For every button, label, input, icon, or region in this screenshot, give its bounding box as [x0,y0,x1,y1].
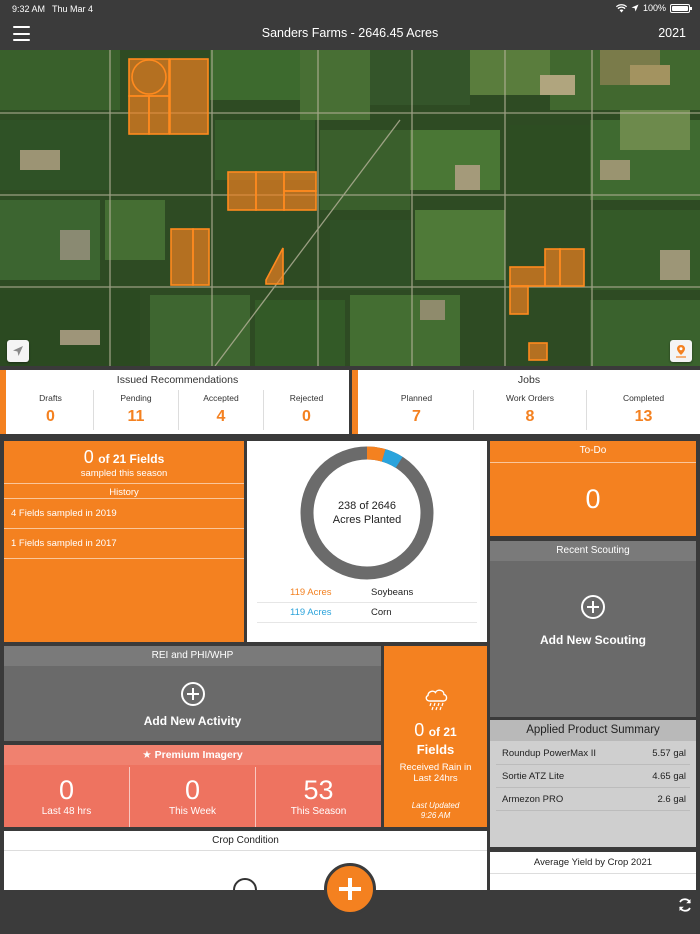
imagery-title: Premium Imagery [154,749,243,761]
applied-row[interactable]: Roundup PowerMax II 5.57 gal [496,742,690,765]
rec-drafts[interactable]: Drafts 0 [39,393,62,425]
crop-condition-title: Crop Condition [4,831,487,851]
average-yield-card[interactable]: Average Yield by Crop 2021 [490,852,696,890]
recommendations-title: Issued Recommendations [116,374,239,386]
todo-count: 0 [585,484,601,514]
imagery-header: ★ Premium Imagery [4,745,381,765]
map-pin-icon [676,345,686,358]
title-bar: Sanders Farms - 2646.45 Acres 2021 [0,18,700,50]
status-bar: 9:32 AM Thu Mar 4 100% [0,0,700,18]
add-circle-icon [180,682,205,706]
status-time: 9:32 AM [12,4,46,14]
crop-condition-card[interactable]: Crop Condition [4,831,487,890]
map-pivot-circle [131,59,167,95]
scouting-card[interactable]: Recent Scouting Add New Scouting [490,541,696,717]
sampling-count: 0 [83,447,94,467]
legend-soybeans-crop: Soybeans [371,587,414,598]
map-fields-highlighted [128,58,585,361]
legend-corn-crop: Corn [371,607,392,618]
rain-updated-time: 9:26 AM [420,811,451,820]
add-fab-button[interactable] [324,863,376,915]
scouting-title: Recent Scouting [490,541,696,561]
legend-corn-acres: 119 Acres [290,607,332,618]
add-activity-label: Add New Activity [143,714,242,728]
season-year-selector[interactable]: 2021 [658,26,686,40]
map-roads [0,50,700,366]
jobs-title: Jobs [517,374,541,386]
jobs-panel[interactable]: Jobs Planned 7 Work Orders 8 Completed 1… [352,370,700,434]
yield-title: Average Yield by Crop 2021 [490,852,696,874]
jobs-completed[interactable]: Completed 13 [586,390,700,430]
rain-updated-label: Last Updated [411,801,460,810]
applied-row[interactable]: Armezon PRO 2.6 gal [496,788,690,811]
location-arrow-icon [631,4,639,12]
add-circle-icon [581,595,605,619]
rec-accepted[interactable]: Accepted 4 [178,390,263,430]
imagery-last-48[interactable]: 0 Last 48 hrs [41,775,92,817]
rec-pending[interactable]: Pending 11 [93,390,178,430]
map-field-patches [0,50,700,366]
menu-icon[interactable] [13,26,30,41]
battery-icon [670,3,692,13]
applied-row[interactable]: Sortie ATZ Lite 4.65 gal [496,765,690,788]
page-title: Sanders Farms - 2646.45 Acres [261,26,439,40]
rain-card[interactable]: 0 of 21 Fields Received Rain in Last 24h… [384,646,487,827]
applied-title: Applied Product Summary [490,720,696,741]
sampling-subtitle: sampled this season [80,468,168,479]
status-indicators: 100% [615,3,692,13]
todo-card[interactable]: To-Do 0 [490,441,696,536]
rain-fields-label: Fields [416,742,455,757]
add-activity-button[interactable]: Add New Activity [4,682,381,728]
add-scouting-button[interactable]: Add New Scouting [490,595,696,647]
legend-row-soybeans: 119 Acres Soybeans [257,583,477,603]
donut-center-line1: 238 of 2646 [337,500,397,512]
history-item[interactable]: 1 Fields sampled in 2017 [11,538,117,549]
refresh-icon[interactable] [677,897,693,913]
add-circle-icon[interactable] [233,878,257,890]
location-arrow-icon [13,346,23,356]
rei-title: REI and PHI/WHP [4,646,381,666]
satellite-map [0,50,700,366]
recommendations-panel[interactable]: Issued Recommendations Drafts 0 Pending … [0,370,349,434]
planting-donut-chart [300,446,434,580]
legend-row-corn: 119 Acres Corn [257,603,477,623]
donut-corn-segment [300,446,434,580]
jobs-planned[interactable]: Planned 7 [400,393,433,425]
jobs-work-orders[interactable]: Work Orders 8 [473,390,586,430]
rei-card[interactable]: REI and PHI/WHP Add New Activity [4,646,381,741]
rain-of-label: of 21 [428,725,457,739]
map-layers-button[interactable] [670,340,692,362]
donut-soybeans-segment [300,446,434,580]
rain-desc-line2: Last 24hrs [413,773,458,784]
history-item[interactable]: 4 Fields sampled in 2019 [11,508,117,519]
todo-title: To-Do [579,445,607,456]
rain-cloud-icon [425,689,448,711]
rain-desc-line1: Received Rain in [399,762,472,773]
star-icon: ★ [142,749,152,761]
battery-percent: 100% [642,3,666,13]
legend-soybeans-acres: 119 Acres [290,587,332,598]
premium-imagery-card[interactable]: ★ Premium Imagery 0 Last 48 hrs 0 This W… [4,745,381,827]
rain-count: 0 [414,720,425,740]
applied-product-card[interactable]: Applied Product Summary Roundup PowerMax… [490,720,696,847]
donut-track [300,446,434,580]
history-label: History [109,487,139,498]
rec-rejected[interactable]: Rejected 0 [263,390,349,430]
add-scouting-label: Add New Scouting [540,633,646,647]
sampling-of-label: of 21 Fields [98,452,165,466]
sampling-card[interactable]: 0 of 21 Fields sampled this season Histo… [4,441,244,642]
planting-card[interactable]: 238 of 2646 Acres Planted 119 Acres Soyb… [247,441,487,642]
locate-me-button[interactable] [7,340,29,362]
imagery-this-season[interactable]: 53 This Season [290,775,347,817]
imagery-this-week[interactable]: 0 This Week [129,767,256,827]
wifi-icon [615,3,627,12]
status-date: Thu Mar 4 [52,4,94,14]
farm-map[interactable] [0,50,700,366]
donut-center-line2: Acres Planted [332,514,402,526]
